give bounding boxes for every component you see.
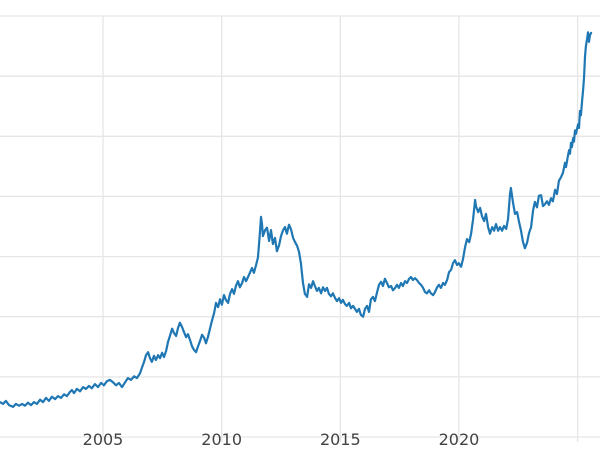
x-tick-label-2010: 2010	[201, 430, 242, 449]
price-series	[0, 31, 593, 408]
x-tick-label-2015: 2015	[319, 430, 361, 449]
x-tick-label-2020: 2020	[438, 430, 480, 449]
x-tick-label-2005: 2005	[82, 430, 124, 449]
